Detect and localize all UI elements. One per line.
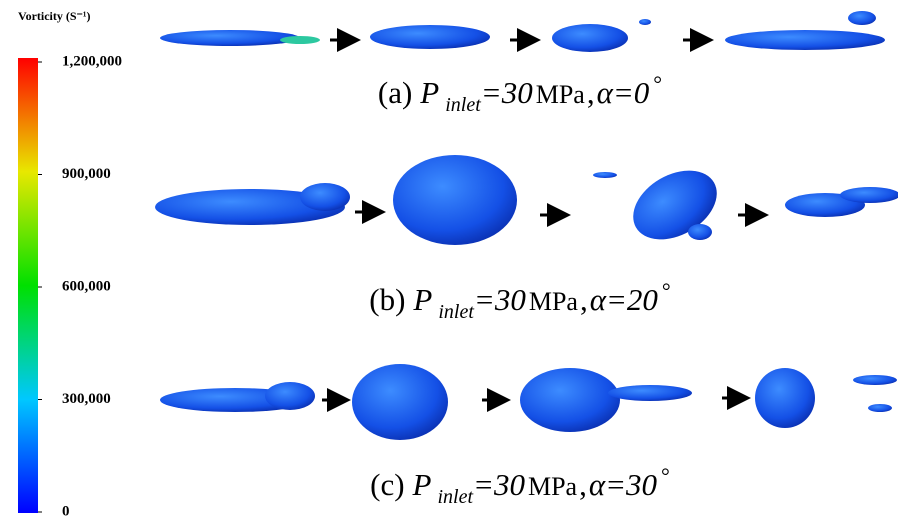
caption-variable: P <box>412 282 432 317</box>
caption-variable: P <box>419 75 439 110</box>
caption-degree: ° <box>653 71 662 96</box>
colorbar-tick-label: 900,000 <box>62 166 111 182</box>
vortex-row-b <box>155 155 898 253</box>
colorbar <box>18 58 38 513</box>
caption-label: (c) <box>370 467 404 502</box>
colorbar-tick-label: 1,200,000 <box>62 53 122 69</box>
caption-label: (b) <box>369 282 405 317</box>
caption-unit: MPa <box>528 472 578 501</box>
caption-label: (a) <box>378 75 412 110</box>
caption-pressure: =30 <box>473 467 525 502</box>
colorbar-tick-label: 300,000 <box>62 391 111 407</box>
caption-subscript: inlet <box>438 301 474 323</box>
colorbar-ticks: 0 300,000 600,000 900,000 1,200,000 <box>38 53 122 519</box>
vortex-row-c <box>160 364 897 440</box>
caption-degree: ° <box>661 463 670 488</box>
figure: Vorticity (S⁻¹) 0 300,000 600,000 900,000 1,… <box>0 0 898 521</box>
caption-separator: , <box>587 75 595 110</box>
caption-angle: α=30 <box>589 467 658 502</box>
colorbar-tick-label: 0 <box>62 503 70 519</box>
caption-variable: P <box>412 467 432 502</box>
caption-separator: , <box>580 282 588 317</box>
caption-degree: ° <box>662 278 671 303</box>
caption-separator: , <box>579 467 587 502</box>
caption-unit: MPa <box>529 287 579 316</box>
colorbar-title: Vorticity (S⁻¹) <box>18 9 91 23</box>
caption-angle: α=20 <box>590 282 659 317</box>
caption-pressure: =30 <box>481 75 533 110</box>
caption-pressure: =30 <box>474 282 526 317</box>
caption-subscript: inlet <box>437 486 473 508</box>
vortex-row-a <box>160 11 885 52</box>
caption-angle: α=0 <box>597 75 650 110</box>
caption-subscript: inlet <box>445 94 481 116</box>
caption-unit: MPa <box>536 80 586 109</box>
colorbar-tick-label: 600,000 <box>62 278 111 294</box>
